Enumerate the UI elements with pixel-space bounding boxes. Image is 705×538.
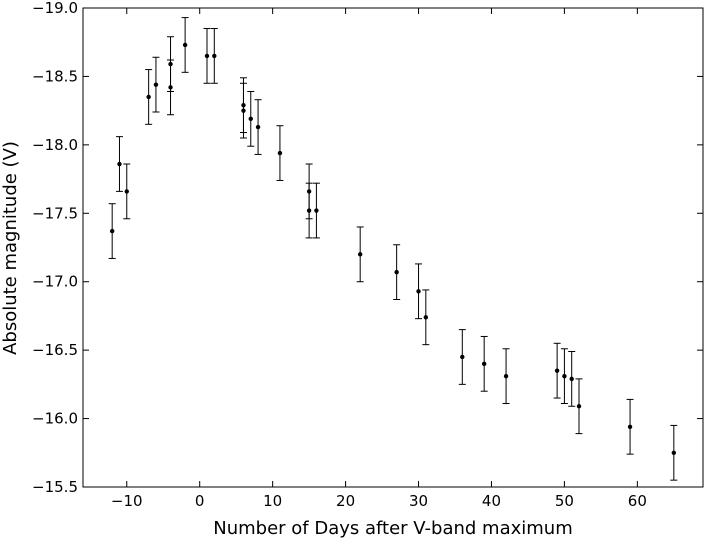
data-point bbox=[212, 53, 217, 59]
data-point bbox=[554, 368, 560, 373]
data-point bbox=[357, 252, 363, 257]
x-axis-title: Number of Days after V-band maximum bbox=[213, 518, 573, 538]
data-point bbox=[569, 376, 574, 382]
data-point bbox=[277, 150, 283, 156]
data-point bbox=[168, 61, 173, 67]
data-point bbox=[576, 404, 582, 409]
errorbars bbox=[108, 17, 678, 481]
x-tick-label: −10 bbox=[111, 492, 143, 510]
data-point bbox=[671, 450, 677, 455]
data-point bbox=[182, 42, 188, 48]
data-point bbox=[117, 161, 122, 167]
data-point bbox=[416, 289, 421, 294]
y-tick-label: −16.5 bbox=[32, 341, 78, 359]
x-tick-label: 60 bbox=[628, 492, 647, 510]
data-point bbox=[423, 315, 429, 320]
data-point bbox=[460, 354, 465, 360]
tick-labels: −10 0 10 20 30 40 50 60 −19.0 −18.5 −18.0 −17.5 −17.… bbox=[32, 0, 647, 510]
ticks bbox=[83, 7, 703, 488]
data-point bbox=[168, 85, 173, 90]
y-tick-label: −18.5 bbox=[32, 67, 78, 85]
y-tick-label: −16.0 bbox=[32, 410, 78, 428]
y-tick-label: −18.0 bbox=[32, 136, 78, 154]
data-point bbox=[481, 361, 487, 367]
y-tick-label: −19.0 bbox=[32, 0, 78, 17]
data-point bbox=[146, 94, 151, 100]
x-tick-label: 20 bbox=[336, 492, 355, 510]
data-point bbox=[255, 124, 261, 130]
x-tick-label: 30 bbox=[409, 492, 428, 510]
data-point bbox=[314, 208, 319, 213]
data-point bbox=[306, 189, 312, 194]
y-tick-label: −17.5 bbox=[32, 204, 78, 222]
x-tick-label: 10 bbox=[263, 492, 282, 510]
y-axis-title: Absolute magnitude (V) bbox=[0, 141, 21, 355]
data-point bbox=[627, 424, 633, 429]
data-point bbox=[503, 373, 509, 379]
data-point bbox=[241, 108, 246, 113]
data-point bbox=[109, 228, 115, 234]
y-tick-label: −17.0 bbox=[32, 273, 78, 291]
x-tick-label: 0 bbox=[195, 492, 205, 510]
data-point bbox=[124, 189, 129, 194]
plot-frame bbox=[82, 7, 704, 488]
data-point bbox=[394, 269, 399, 275]
x-tick-label: 50 bbox=[555, 492, 574, 510]
data-point bbox=[153, 82, 159, 87]
data-point bbox=[306, 208, 312, 213]
y-tick-label: −15.5 bbox=[32, 478, 78, 496]
data-points bbox=[109, 42, 677, 455]
data-point bbox=[204, 53, 210, 59]
data-point bbox=[241, 102, 246, 108]
data-point bbox=[248, 116, 253, 122]
x-tick-label: 40 bbox=[482, 492, 501, 510]
data-point bbox=[562, 373, 567, 379]
